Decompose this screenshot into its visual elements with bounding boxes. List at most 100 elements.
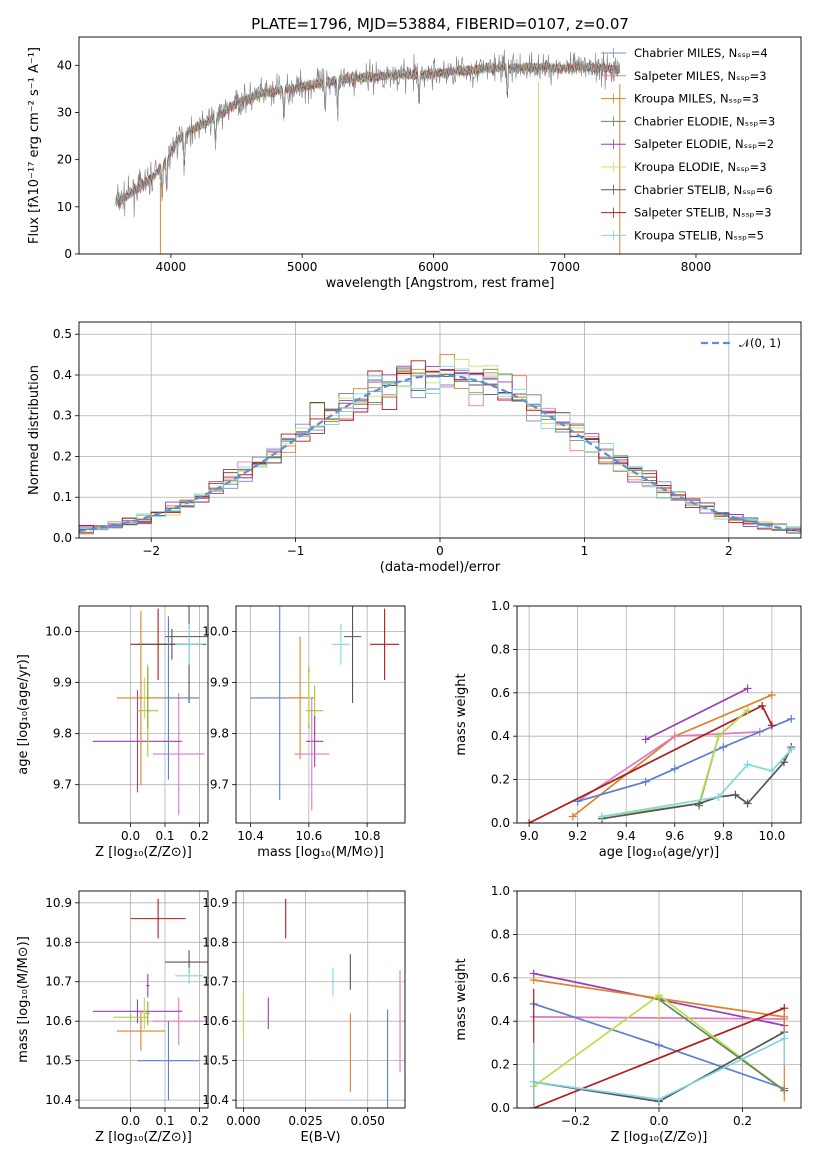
age-weight-marker-cyan: [597, 812, 606, 821]
Z-mass-xlabel: Z [log₁₀(Z/Z⊙)]: [95, 1130, 192, 1145]
panel-Z-age: 0.0 0.1 0.2 9.7 9.8 9.9 10.0 Z [log₁₀(Z/Z⊙)] age…: [16, 605, 209, 860]
Z-mass-ytick-label: 10.8: [45, 935, 72, 949]
age-weight-marker-darkgrey: [743, 799, 752, 808]
axes-frame: [516, 890, 802, 1109]
Z-mass-ytick-label: 10.5: [45, 1054, 72, 1068]
Z-age-ylabel: age [log₁₀(age/yr)]: [16, 654, 31, 775]
Z-weight-xtick-label: 0.0: [649, 1114, 668, 1128]
residuals-ytick-label: 0.0: [53, 531, 72, 545]
residuals-ytick-label: 0.1: [53, 490, 72, 504]
mass-age-ytick-label: 9.8: [210, 727, 229, 741]
age-weight-xtick-label: 9.8: [714, 829, 733, 843]
Z-weight-marker-orange: [529, 975, 538, 984]
spectrum-ytick-label: 10: [57, 200, 72, 214]
Z-age-xtick-label: 0.0: [121, 829, 140, 843]
legend-label-chabrier_elodie: Chabrier ELODIE, Nₛₛₚ=3: [634, 114, 775, 128]
Z-weight-series-darkred: [533, 1007, 785, 1108]
spectrum-ylabel: Flux [fλ10⁻¹⁷ erg cm⁻² s⁻¹ A⁻¹]: [27, 47, 42, 244]
residuals-ytick-label: 0.4: [53, 368, 72, 382]
age-weight-marker-darkgrey: [780, 758, 789, 767]
Z-mass-ylabel: mass [log₁₀(M/M⊙)]: [16, 936, 31, 1063]
Z-age-xtick-label: 0.1: [155, 829, 174, 843]
histogram-kroupa_stelib: [79, 365, 801, 538]
age-weight-marker-cyan: [714, 792, 723, 801]
Z-weight-ytick-label: 0.0: [491, 1101, 510, 1115]
age-weight-xtick-label: 10.0: [759, 829, 786, 843]
spectrum-data-line: [115, 49, 621, 218]
Z-weight-xlabel: Z [log₁₀(Z/Z⊙)]: [611, 1130, 708, 1145]
spectrum-xtick-label: 8000: [681, 260, 712, 274]
legend-label-salpeter_miles: Salpeter MILES, Nₛₛₚ=3: [634, 69, 767, 83]
mass-age-xtick-label: 10.6: [295, 829, 322, 843]
Z-age-ytick-label: 9.7: [53, 778, 72, 792]
residuals-xtick-label: −2: [142, 544, 160, 558]
spectrum-xtick-label: 7000: [549, 260, 580, 274]
Z-mass-ytick-label: 10.4: [45, 1093, 72, 1107]
Z-weight-ytick-label: 1.0: [491, 884, 510, 898]
legend-label-salpeter_stelib: Salpeter STELIB, Nₛₛₚ=3: [634, 206, 772, 220]
age-weight-series-darkred: [528, 704, 773, 823]
age-weight-marker-blue: [787, 714, 796, 723]
age-weight-ytick-label: 0.2: [491, 773, 510, 787]
Z-age-ytick-label: 10.0: [45, 625, 72, 639]
age-weight-marker-blue: [641, 777, 650, 786]
Z-mass-xtick-label: 0.2: [190, 1114, 209, 1128]
panel-age-weight: 9.0 9.2 9.4 9.6 9.8 10.0 0.0 0.2 0.4 0.6 0.8 1.0 age…: [454, 599, 802, 860]
ebv-mass-ytick-label: 10.5: [202, 1054, 229, 1068]
ebv-mass-ytick-label: 10.9: [202, 896, 229, 910]
ebv-mass-ytick-label: 10.6: [202, 1014, 229, 1028]
panel-Z-weight: −0.2 0.0 0.2 0.0 0.2 0.4 0.6 0.8 1.0 Z [log₁₀(Z/Z…: [454, 884, 802, 1145]
age-weight-ylabel: mass weight: [454, 673, 469, 755]
age-weight-marker-yellowgreen: [743, 706, 752, 715]
spectrum-ytick-label: 20: [57, 153, 72, 167]
age-weight-xtick-label: 9.6: [665, 829, 684, 843]
legend-label-kroupa_stelib: Kroupa STELIB, Nₛₛₚ=5: [634, 228, 764, 242]
age-weight-marker-cyan: [743, 760, 752, 769]
axes-frame: [235, 890, 406, 1109]
spectrum-xtick-label: 5000: [287, 260, 318, 274]
age-weight-marker-pink: [670, 732, 679, 741]
mass-age-xlabel: mass [log₁₀(M/M⊙)]: [257, 845, 384, 860]
figure-title: PLATE=1796, MJD=53884, FIBERID=0107, z=0…: [251, 15, 629, 33]
axes-frame: [78, 36, 802, 255]
axes-frame: [235, 605, 406, 824]
residuals-ytick-label: 0.2: [53, 449, 72, 463]
Z-weight-xtick-label: −0.2: [561, 1114, 590, 1128]
age-weight-ytick-label: 0.4: [491, 729, 510, 743]
normal-reference-curve: [79, 374, 801, 532]
Z-age-xtick-label: 0.2: [190, 829, 209, 843]
spectrum-ytick-label: 40: [57, 58, 72, 72]
Z-age-xlabel: Z [log₁₀(Z/Z⊙)]: [95, 845, 192, 860]
ebv-mass-plot-area: [236, 891, 405, 1108]
age-weight-ytick-label: 1.0: [491, 599, 510, 613]
Z-weight-plot-area: [517, 891, 801, 1108]
Z-mass-ytick-label: 10.9: [45, 896, 72, 910]
age-weight-marker-cyan: [767, 766, 776, 775]
spectrum-ytick-label: 0: [64, 247, 72, 261]
mass-age-ytick-label: 9.7: [210, 778, 229, 792]
Z-age-ytick-label: 9.9: [53, 676, 72, 690]
age-weight-plot-area: [517, 606, 801, 823]
age-weight-marker-blue: [670, 764, 679, 773]
Z-weight-ytick-label: 0.8: [491, 927, 510, 941]
legend-label-chabrier_miles: Chabrier MILES, Nₛₛₚ=4: [634, 46, 768, 60]
mass-age-xtick-label: 10.4: [237, 829, 264, 843]
Z-weight-ylabel: mass weight: [454, 958, 469, 1040]
age-weight-marker-darkred: [758, 701, 767, 710]
legend-label-kroupa_miles: Kroupa MILES, Nₛₛₚ=3: [634, 92, 759, 106]
age-weight-series-darkgrey: [601, 746, 793, 820]
residuals-xtick-label: −1: [287, 544, 305, 558]
age-weight-series-orange: [572, 694, 773, 818]
panel-residuals: −2 −1 0 1 2 0.0 0.1 0.2 0.3 0.4 0.5 (data-model)/er…: [27, 321, 802, 575]
spectrum-plot-area: [115, 49, 621, 254]
panel-Z-mass: 0.0 0.1 0.2 10.4 10.5 10.6 10.7 10.8 10.9 Z [log₁…: [16, 890, 209, 1145]
spectrum-xtick-label: 4000: [156, 260, 187, 274]
Z-mass-ytick-label: 10.6: [45, 1014, 72, 1028]
ebv-mass-ytick-label: 10.8: [202, 935, 229, 949]
residuals-xtick-label: 2: [725, 544, 733, 558]
residuals-plot-area: [79, 322, 801, 538]
Z-mass-xtick-label: 0.1: [155, 1114, 174, 1128]
age-weight-marker-purple: [641, 735, 650, 744]
age-weight-ytick-label: 0.6: [491, 686, 510, 700]
legend-label-chabrier_stelib: Chabrier STELIB, Nₛₛₚ=6: [634, 183, 773, 197]
